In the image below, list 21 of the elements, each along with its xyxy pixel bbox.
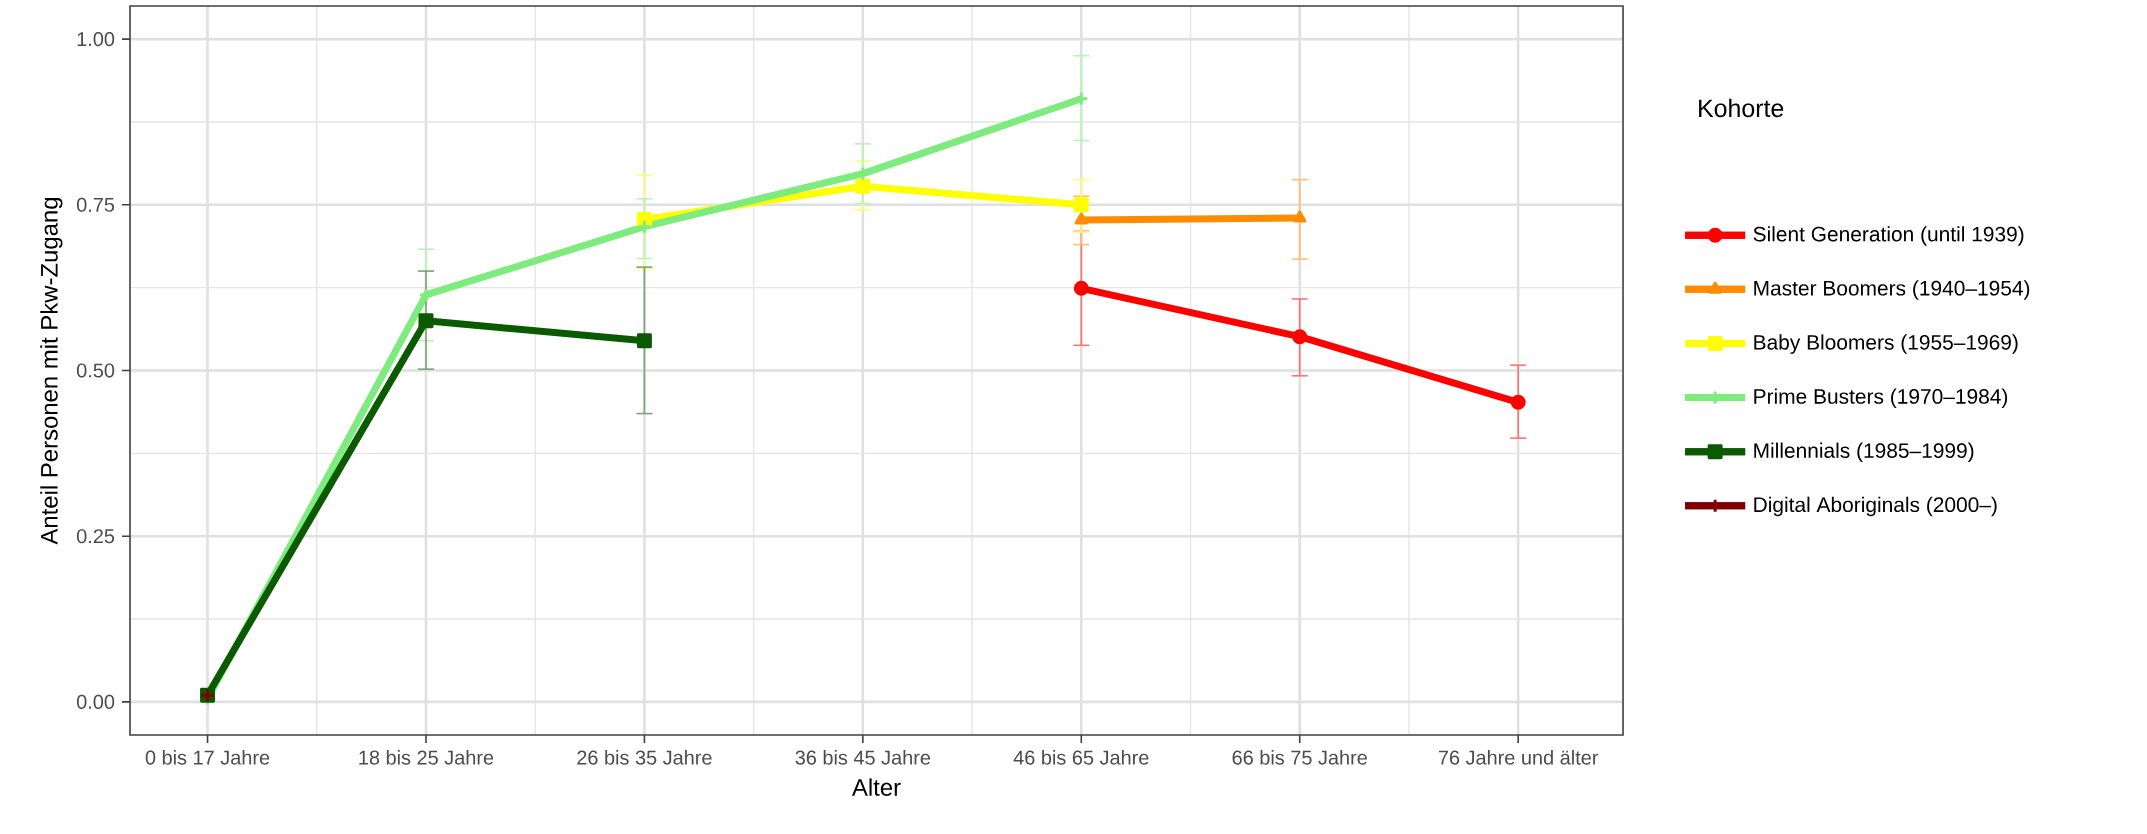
y-tick-label: 1.00 — [77, 32, 115, 47]
legend-title: Kohorte — [1699, 98, 1784, 118]
x-tick-label: 46 bis 65 Jahre — [1013, 750, 1149, 765]
x-tick-label: 0 bis 17 Jahre — [145, 750, 270, 765]
legend-label: Baby Bloomers (1955–1969) — [1754, 334, 2018, 354]
y-tick-label: 0.00 — [76, 694, 115, 709]
legend-label: Master Boomers (1940–1954) — [1754, 280, 2030, 300]
y-tick-label: 0.50 — [76, 363, 115, 378]
y-tick-label: 0.25 — [76, 529, 115, 544]
x-tick-label: 76 Jahre und älter — [1438, 750, 1599, 765]
x-tick-label: 36 bis 45 Jahre — [795, 750, 931, 765]
legend-label: Digital Aboriginals (2000–) — [1754, 496, 1997, 517]
x-tick-label: 18 bis 25 Jahre — [359, 750, 494, 765]
x-axis-title: Alter — [851, 778, 901, 796]
y-tick-label: 0.75 — [76, 197, 115, 212]
x-tick-label: 26 bis 35 Jahre — [577, 750, 712, 765]
x-tick-label: 66 bis 75 Jahre — [1232, 750, 1367, 765]
y-axis-title: Anteil Personen mit Pkw-Zugang — [40, 198, 63, 545]
legend-label: Prime Busters (1970–1984) — [1754, 388, 2008, 408]
legend-label: Millennials (1985–1999) — [1754, 442, 1974, 463]
legend-label: Silent Generation (until 1939) — [1753, 226, 2024, 246]
